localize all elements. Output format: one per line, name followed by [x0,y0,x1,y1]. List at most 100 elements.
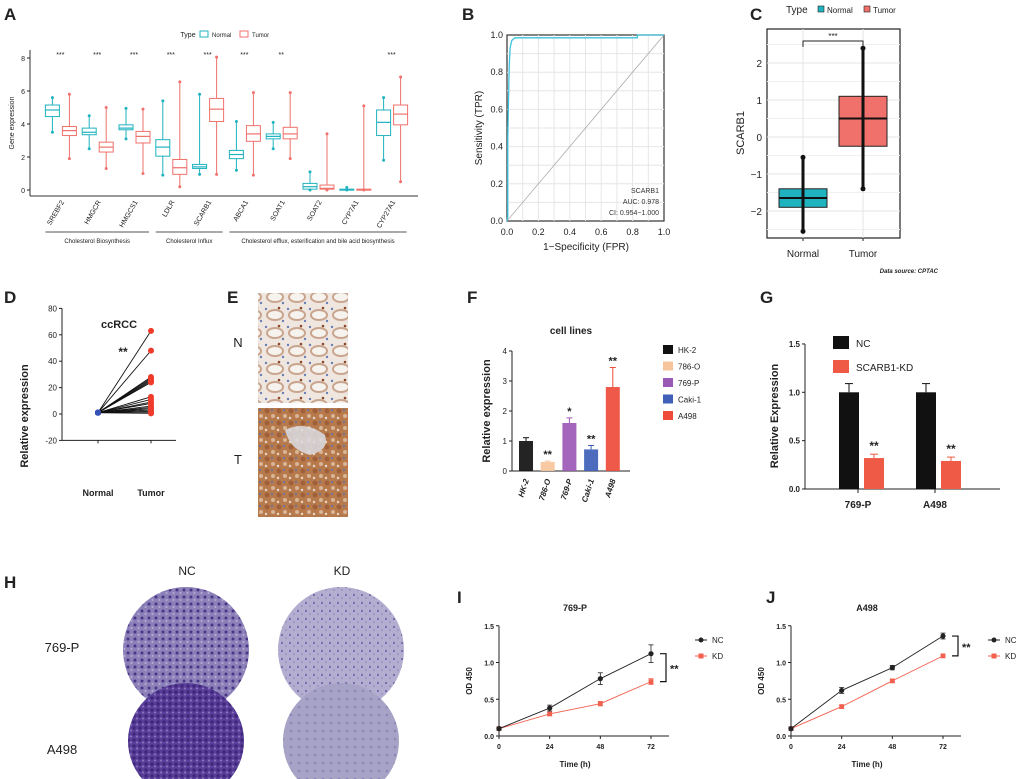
a-group-label: Cholesterol Biosynthesis [64,239,130,245]
j-point-kd [839,704,845,709]
b-x-tick-label: 0.4 [564,227,577,237]
panel-label-E: E [227,288,238,307]
a-outlier [178,80,182,84]
a-outlier [234,120,238,124]
panel-label-H: H [4,573,16,592]
i-x-tick-label: 0 [497,744,501,751]
a-outlier [308,170,312,174]
f-x-tick-label: Caki-1 [580,477,596,503]
d-paired-line [97,350,152,413]
c-y-tick-label: 0 [756,133,762,144]
a-outlier [288,91,292,95]
j-x-tick-label: 72 [939,744,947,751]
a-box [135,130,151,144]
j-x-tick-label: 24 [838,744,846,751]
a-x-tick-label: CYP27A1 [376,199,397,229]
a-legend-swatch [199,30,209,38]
b-y-tick-label: 0.8 [490,67,503,77]
i-title: 769-P [563,603,587,613]
a-outlier [198,92,202,96]
j-point-kd [940,653,946,659]
i-significance-bracket [660,653,667,683]
j-point-nc [839,687,845,694]
f-legend-entry: Caki-1 [678,396,702,405]
i-point-nc [496,726,502,732]
a-outlier [141,107,145,111]
g-bar-nc [839,392,859,489]
a-outlier [215,55,219,59]
e-row-label-tumor: T [234,452,242,467]
a-outlier [345,186,349,190]
panel-label-I: I [457,588,462,607]
f-legend-swatch [663,378,673,387]
d-y-tick-label: 60 [48,331,57,340]
a-significance: *** [240,52,248,59]
a-significance: *** [388,52,396,59]
i-legend-marker [698,653,704,659]
b-annotation: AUC: 0.978 [623,199,659,206]
g-bar-scarb1-kd [941,460,961,489]
b-y-tick-label: 0.2 [490,179,503,189]
j-title: A498 [856,603,878,613]
g-y-tick-label: 1.5 [789,340,801,349]
c-x-tick-label: Tumor [849,249,878,260]
c-data-source: Data source: CPTAC [880,269,939,275]
i-legend-entry: KD [712,652,723,661]
a-outlier [399,180,403,184]
panel-label-A: A [4,5,16,24]
a-outlier [87,114,91,118]
a-box [155,139,171,157]
f-significance: ** [609,356,618,368]
i-legend-entry: NC [712,636,724,645]
a-legend-entry: Tumor [252,33,269,39]
a-outlier [50,130,54,134]
b-y-axis-label: Sensitivity (TPR) [474,91,485,165]
i-x-tick-label: 72 [647,744,655,751]
d-normal-point [95,409,101,416]
f-x-tick-label: HK-2 [517,477,531,498]
a-significance: *** [93,52,101,59]
j-y-tick-label: 1.5 [776,624,786,631]
f-legend-swatch [663,345,673,354]
f-legend-swatch [663,411,673,420]
f-y-axis-label: Relative expression [481,359,493,463]
a-x-tick-label: CYP7A1 [341,199,361,226]
j-y-tick-label: 0.0 [776,734,786,741]
d-tumor-point [148,347,154,354]
b-x-tick-label: 0.2 [532,227,545,237]
h-column-label-nc: NC [178,564,196,578]
d-y-tick-label: 40 [48,357,57,366]
a-y-tick-label: 2 [21,155,25,162]
j-line-kd [790,655,944,730]
a-box [393,104,409,126]
a-box [81,127,97,136]
i-y-tick-label: 1.0 [484,661,494,668]
j-legend-entry: KD [1005,652,1016,661]
j-legend-marker [991,637,997,643]
g-y-tick-label: 1.0 [789,388,801,397]
a-outlier [271,147,275,151]
a-x-tick-label: LDLR [162,200,177,219]
a-outlier [234,168,238,172]
d-paired-line [97,412,152,414]
d-paired-line [97,330,152,413]
a-significance: *** [204,52,212,59]
a-outlier [50,96,54,100]
g-bar-nc [916,392,936,489]
f-significance: ** [543,449,552,461]
j-significance: ** [962,642,971,654]
g-significance: ** [946,442,956,456]
a-outlier [124,106,128,110]
c-outlier [800,154,806,160]
panel-label-C: C [750,5,762,24]
a-outlier [288,157,292,161]
f-bar [519,441,533,471]
c-legend-title: Type [786,5,808,16]
b-y-tick-label: 0.0 [490,216,503,226]
i-x-tick-label: 48 [596,744,604,751]
d-tumor-point [148,410,154,417]
j-point-nc [788,726,794,732]
c-y-axis-label: SCARB1 [735,111,747,155]
a-box [118,124,134,131]
